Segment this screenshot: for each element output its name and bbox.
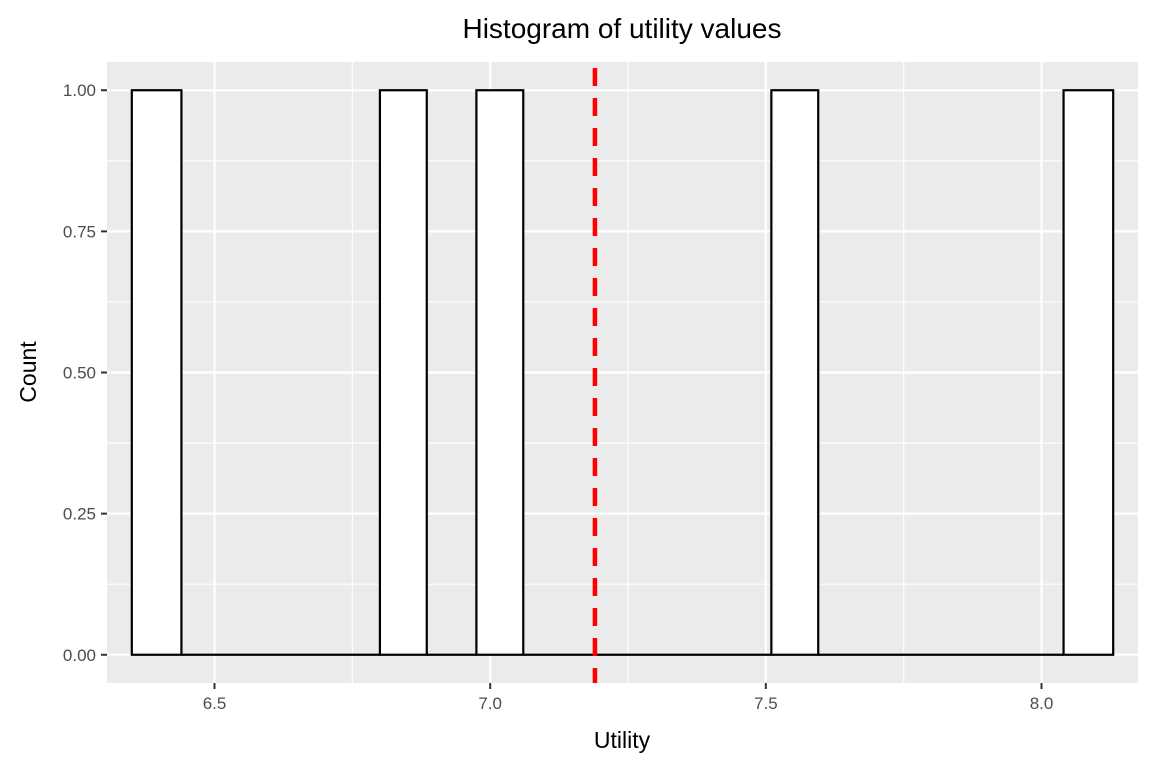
- y-tick-label: 0.50: [63, 364, 96, 383]
- y-tick-label: 1.00: [63, 81, 96, 100]
- y-tick-label: 0.00: [63, 646, 96, 665]
- y-axis: 0.00 0.25 0.50 0.75 1.00: [63, 81, 107, 665]
- x-tick-label: 8.0: [1030, 694, 1054, 713]
- y-tick-label: 0.25: [63, 505, 96, 524]
- y-axis-title: Count: [15, 341, 41, 403]
- histogram-bar: [770, 89, 820, 656]
- histogram-bar: [378, 89, 428, 656]
- histogram-bar: [1062, 89, 1115, 656]
- y-tick-label: 0.75: [63, 222, 96, 241]
- histogram-bars: [130, 89, 1115, 656]
- histogram-bar: [475, 89, 525, 656]
- x-tick-label: 7.0: [478, 694, 502, 713]
- x-axis-title: Utility: [594, 727, 651, 753]
- chart-title: Histogram of utility values: [462, 13, 781, 44]
- x-tick-label: 7.5: [754, 694, 778, 713]
- x-tick-label: 6.5: [203, 694, 227, 713]
- x-axis: 6.5 7.0 7.5 8.0: [203, 683, 1054, 713]
- histogram-bar: [130, 89, 183, 656]
